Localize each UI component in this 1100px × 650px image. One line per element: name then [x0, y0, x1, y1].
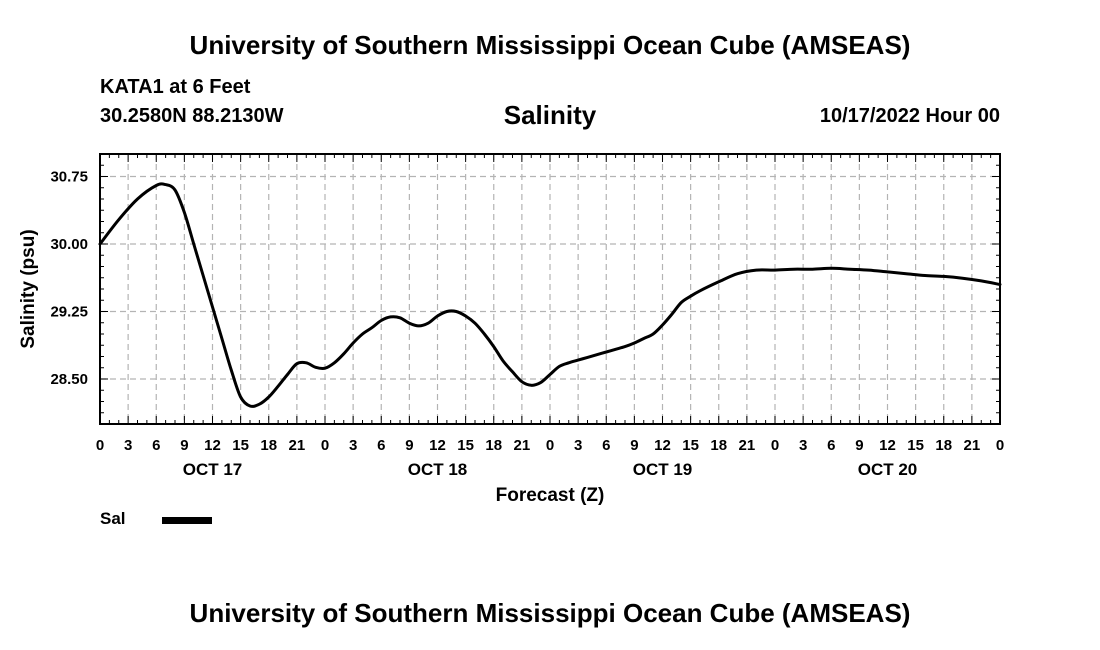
x-tick-label: 9 — [180, 437, 188, 454]
y-tick-label: 30.00 — [50, 236, 88, 253]
x-tick-label: 12 — [204, 437, 221, 454]
day-label: OCT 17 — [183, 460, 243, 479]
x-tick-label: 21 — [964, 437, 981, 454]
x-tick-label: 3 — [799, 437, 807, 454]
x-tick-label: 0 — [96, 437, 104, 454]
x-tick-label: 0 — [771, 437, 779, 454]
legend-label: Sal — [100, 509, 126, 528]
x-tick-label: 9 — [855, 437, 863, 454]
grid-lines — [100, 154, 1000, 424]
x-tick-label: 15 — [232, 437, 249, 454]
x-tick-label: 3 — [124, 437, 132, 454]
x-tick-label: 15 — [457, 437, 474, 454]
day-label: OCT 19 — [633, 460, 693, 479]
plot-frame — [99, 153, 1001, 425]
forecast-datetime: 10/17/2022 Hour 00 — [819, 105, 1000, 127]
day-label: OCT 18 — [408, 460, 468, 479]
x-tick-label: 21 — [289, 437, 306, 454]
x-tick-label: 18 — [710, 437, 727, 454]
x-tick-label: 18 — [485, 437, 502, 454]
x-tick-label: 12 — [654, 437, 671, 454]
x-tick-label: 0 — [996, 437, 1004, 454]
station-coordinates: 30.2580N 88.2130W — [100, 105, 284, 127]
x-tick-label: 18 — [260, 437, 277, 454]
x-tick-label: 21 — [514, 437, 531, 454]
series-line-sal — [98, 182, 1002, 408]
y-tick-label: 28.50 — [50, 371, 88, 388]
x-tick-label: 9 — [405, 437, 413, 454]
page-title: University of Southern Mississippi Ocean… — [189, 30, 911, 60]
axis-labels: 28.50 29.25 30.00 30.75 0 3 6 9 12 15 18 21 0 3 6 9 12 15… — [18, 169, 1004, 507]
x-tick-label: 0 — [546, 437, 554, 454]
legend-swatch — [162, 517, 212, 524]
chart-title: Salinity — [503, 100, 597, 130]
x-tick-label: 15 — [682, 437, 699, 454]
y-axis-label: Salinity (psu) — [18, 229, 39, 348]
x-axis-label: Forecast (Z) — [496, 485, 605, 506]
day-label: OCT 20 — [858, 460, 918, 479]
x-tick-label: 18 — [935, 437, 952, 454]
x-tick-label: 21 — [739, 437, 756, 454]
x-tick-label: 6 — [827, 437, 835, 454]
x-tick-label: 6 — [152, 437, 160, 454]
y-tick-label: 30.75 — [50, 169, 88, 186]
footer-title: University of Southern Mississippi Ocean… — [189, 598, 911, 628]
series-layer — [98, 182, 1002, 408]
x-tick-label: 9 — [630, 437, 638, 454]
x-tick-label: 6 — [602, 437, 610, 454]
x-tick-label: 0 — [321, 437, 329, 454]
x-tick-label: 15 — [907, 437, 924, 454]
x-tick-label: 12 — [429, 437, 446, 454]
x-tick-label: 6 — [377, 437, 385, 454]
y-tick-label: 29.25 — [50, 304, 88, 321]
x-tick-label: 3 — [574, 437, 582, 454]
station-label: KATA1 at 6 Feet — [100, 76, 251, 98]
x-tick-label: 3 — [349, 437, 357, 454]
x-tick-label: 12 — [879, 437, 896, 454]
